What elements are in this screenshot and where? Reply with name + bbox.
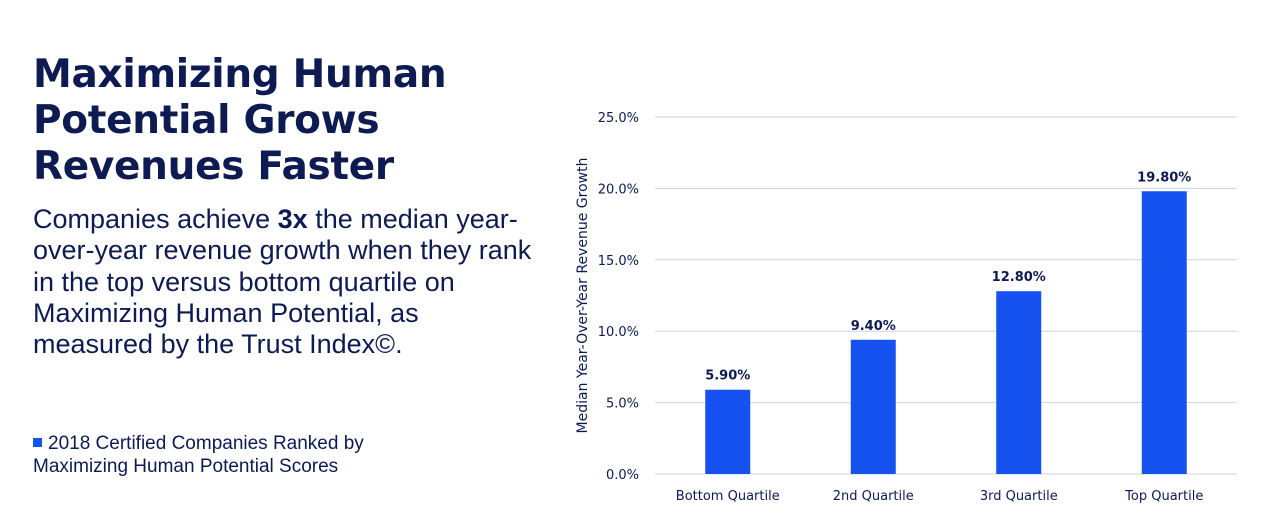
y-axis-title: Median Year-Over-Year Revenue Growth (575, 158, 591, 434)
y-tick-label: 20.0% (598, 182, 639, 197)
bar (1141, 191, 1187, 475)
y-tick-label: 5.0% (606, 397, 639, 412)
summary-text: Companies achieve 3x the median year-ove… (33, 204, 533, 360)
chart-data-labels: 5.90% 9.40% 12.80% 19.80% (705, 170, 1191, 383)
chart-bars (705, 191, 1187, 475)
summary-rest: the median year-over-year revenue growth… (33, 204, 532, 360)
data-label: 5.90% (705, 369, 750, 384)
y-axis-ticks: 0.0% 5.0% 10.0% 15.0% 20.0% 25.0% (598, 111, 639, 483)
x-category-label: Top Quartile (1124, 489, 1203, 504)
y-tick-label: 25.0% (598, 111, 639, 126)
summary-lead: Companies achieve (33, 204, 278, 234)
y-tick-label: 0.0% (606, 468, 639, 483)
chart-legend: 2018 Certified Companies Ranked by Maxim… (33, 432, 453, 478)
data-label: 12.80% (992, 270, 1046, 285)
x-category-label: Bottom Quartile (676, 489, 780, 504)
bar (996, 291, 1042, 474)
data-label: 19.80% (1137, 170, 1191, 185)
y-tick-label: 15.0% (598, 254, 639, 269)
page-title: Maximizing Human Potential Grows Revenue… (33, 52, 447, 189)
legend-label: 2018 Certified Companies Ranked by Maxim… (33, 433, 364, 477)
data-label: 9.40% (851, 319, 896, 334)
bar (705, 389, 751, 474)
summary-multiplier: 3x (277, 204, 308, 234)
bar (850, 339, 896, 474)
x-category-label: 2nd Quartile (833, 489, 914, 504)
x-category-label: 3rd Quartile (980, 489, 1058, 504)
chart-gridlines (655, 116, 1237, 475)
x-axis-categories: Bottom Quartile 2nd Quartile 3rd Quartile T… (676, 489, 1204, 504)
legend-swatch (33, 438, 42, 447)
y-tick-label: 10.0% (598, 325, 639, 340)
